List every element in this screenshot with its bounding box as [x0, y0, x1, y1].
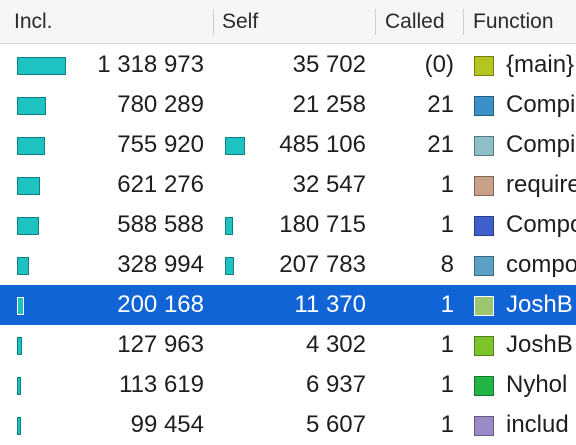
self-value: 180 715: [279, 211, 366, 238]
table-row[interactable]: 621 276 32 547 1 require: [0, 165, 576, 205]
called-value: 1: [440, 171, 454, 198]
function-color-swatch: [474, 56, 494, 76]
column-header-self[interactable]: Self: [222, 10, 259, 33]
function-name: CompilerBuilder: [506, 131, 576, 158]
self-value: 32 547: [292, 171, 366, 198]
column-divider[interactable]: [213, 9, 214, 35]
inclusive-cost-bar: [17, 217, 39, 235]
function-name: {main}: [506, 51, 575, 78]
function-color-swatch: [474, 256, 494, 276]
incl-value: 755 920: [117, 131, 204, 158]
incl-value: 127 963: [117, 331, 204, 358]
inclusive-cost-bar: [17, 137, 45, 155]
incl-value: 99 454: [130, 411, 204, 438]
function-color-swatch: [474, 336, 494, 356]
self-value: 35 702: [292, 51, 366, 78]
self-value: 207 783: [279, 251, 366, 278]
inclusive-cost-bar: [17, 297, 24, 315]
self-value: 21 258: [292, 91, 366, 118]
function-color-swatch: [474, 216, 494, 236]
function-name: includ: [506, 411, 569, 438]
self-value: 5 607: [305, 411, 366, 438]
incl-value: 780 289: [117, 91, 204, 118]
self-cost-bar: [225, 137, 245, 155]
function-name: composer: [506, 251, 576, 278]
function-name: CompilerBuilder: [506, 91, 576, 118]
function-name: Nyhol: [506, 371, 568, 398]
function-name: require: [506, 171, 576, 198]
called-value: 8: [440, 251, 454, 278]
self-value: 11 370: [294, 291, 366, 318]
called-value: 21: [427, 131, 454, 158]
inclusive-cost-bar: [17, 257, 29, 275]
called-value: 1: [440, 291, 454, 318]
incl-value: 328 994: [117, 251, 204, 278]
function-color-swatch: [474, 296, 494, 316]
function-color-swatch: [474, 416, 494, 436]
inclusive-cost-bar: [17, 177, 40, 195]
table-row[interactable]: 780 289 21 258 21 CompilerBuilder: [0, 85, 576, 125]
inclusive-cost-bar: [17, 57, 66, 75]
called-value: 21: [427, 91, 454, 118]
called-value: 1: [440, 331, 454, 358]
column-header-called[interactable]: Called: [385, 10, 445, 33]
incl-value: 1 318 973: [97, 51, 204, 78]
incl-value: 621 276: [117, 171, 204, 198]
table-row[interactable]: 328 994 207 783 8 composer: [0, 245, 576, 285]
self-cost-bar: [225, 217, 233, 235]
column-divider[interactable]: [463, 9, 464, 35]
inclusive-cost-bar: [17, 97, 46, 115]
function-color-swatch: [474, 376, 494, 396]
table-row[interactable]: 200 168 11 370 1 JoshB: [0, 285, 576, 325]
called-value: 1: [440, 211, 454, 238]
called-value: (0): [424, 51, 454, 78]
function-color-swatch: [474, 176, 494, 196]
column-header-function[interactable]: Function: [473, 10, 554, 33]
table-row[interactable]: 127 963 4 302 1 JoshB: [0, 325, 576, 365]
self-value: 4 302: [305, 331, 366, 358]
function-color-swatch: [474, 96, 494, 116]
table-row[interactable]: 113 619 6 937 1 Nyhol: [0, 365, 576, 405]
function-color-swatch: [474, 136, 494, 156]
column-header-incl[interactable]: Incl.: [14, 10, 53, 33]
inclusive-cost-bar: [17, 377, 21, 395]
self-value: 6 937: [305, 371, 366, 398]
table-row[interactable]: 755 920 485 106 21 CompilerBuilder: [0, 125, 576, 165]
function-name: Composer: [506, 211, 576, 238]
column-divider[interactable]: [375, 9, 376, 35]
self-cost-bar: [225, 257, 234, 275]
incl-value: 588 588: [117, 211, 204, 238]
called-value: 1: [440, 411, 454, 438]
table-row[interactable]: 99 454 5 607 1 includ: [0, 405, 576, 445]
incl-value: 113 619: [119, 371, 204, 398]
inclusive-cost-bar: [17, 417, 21, 435]
function-name: JoshB: [506, 291, 573, 318]
table-row[interactable]: 1 318 973 35 702 (0) {main}: [0, 45, 576, 85]
table-header: Incl. Self Called Function: [0, 0, 576, 44]
inclusive-cost-bar: [17, 337, 22, 355]
incl-value: 200 168: [117, 291, 204, 318]
self-value: 485 106: [279, 131, 366, 158]
called-value: 1: [440, 371, 454, 398]
table-row[interactable]: 588 588 180 715 1 Composer: [0, 205, 576, 245]
function-name: JoshB: [506, 331, 573, 358]
